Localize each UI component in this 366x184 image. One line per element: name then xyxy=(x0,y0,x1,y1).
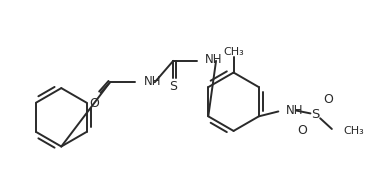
Text: O: O xyxy=(89,97,99,110)
Text: NH: NH xyxy=(144,75,161,88)
Text: NH: NH xyxy=(205,53,223,66)
Text: S: S xyxy=(169,80,177,93)
Text: CH₃: CH₃ xyxy=(344,126,364,136)
Text: O: O xyxy=(323,93,333,106)
Text: CH₃: CH₃ xyxy=(223,47,244,57)
Text: O: O xyxy=(298,124,307,137)
Text: NH: NH xyxy=(286,104,304,117)
Text: S: S xyxy=(311,108,320,121)
